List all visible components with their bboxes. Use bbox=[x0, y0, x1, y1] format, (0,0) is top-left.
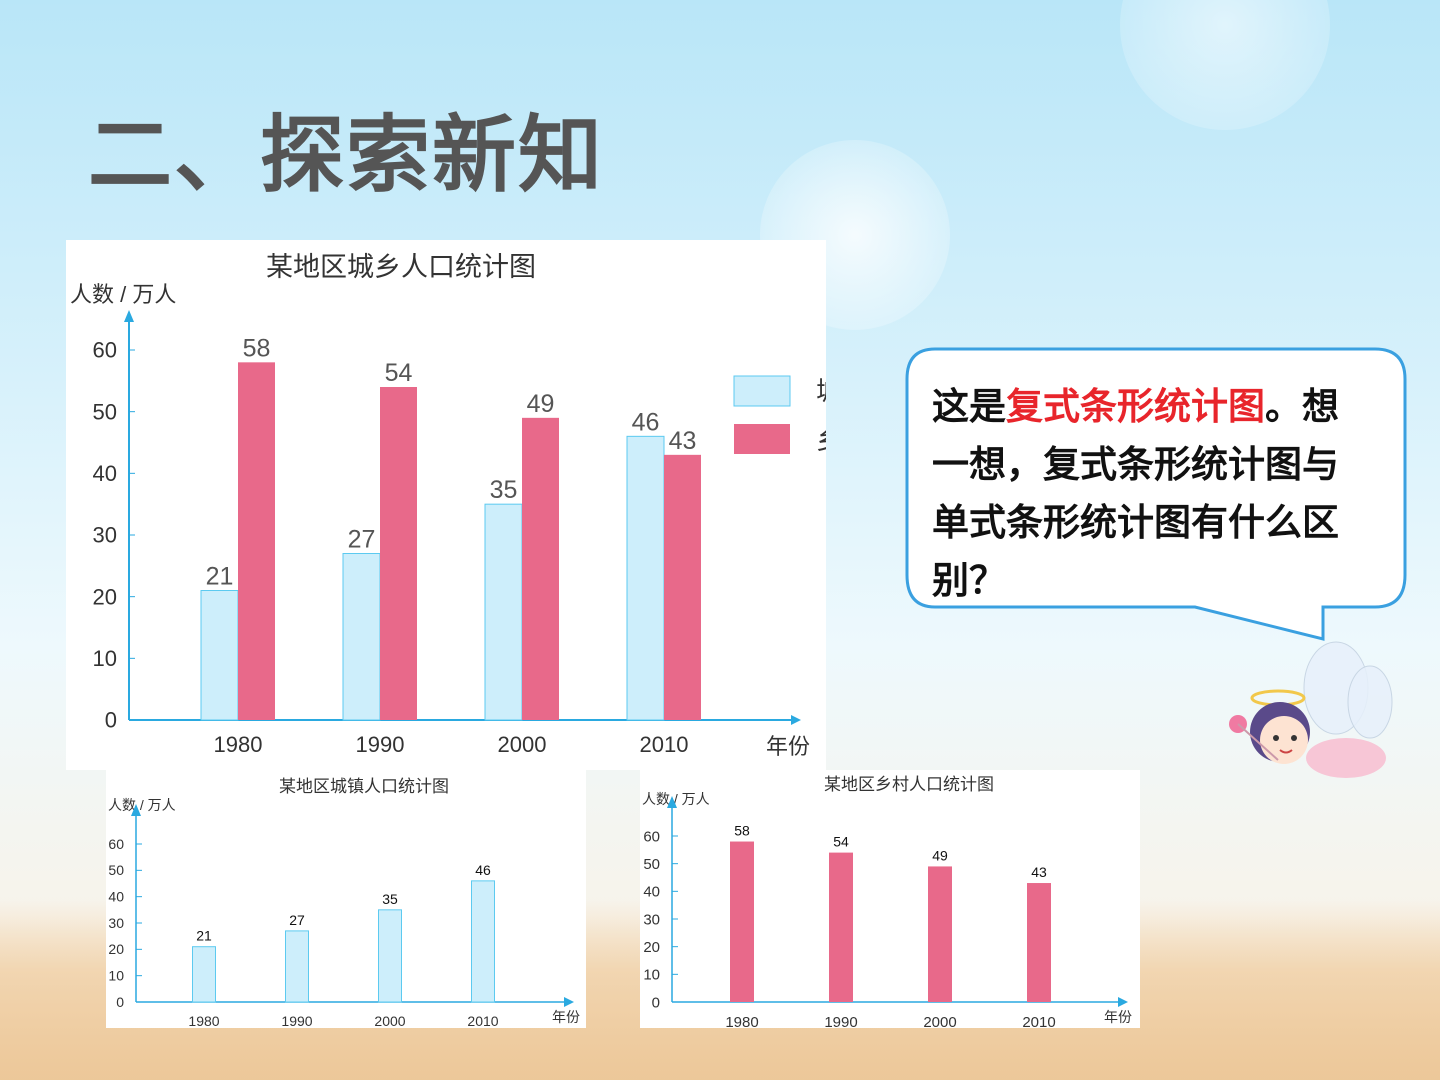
bar bbox=[626, 435, 665, 721]
bar bbox=[1027, 883, 1051, 1002]
data-label: 46 bbox=[632, 408, 660, 436]
bar bbox=[664, 454, 701, 720]
rural-chart-panel: 某地区乡村人口统计图 人数 / 万人 年份 0 10 20 30 40 50 60 1980 1… bbox=[640, 770, 1140, 1031]
y-tick-label: 20 bbox=[93, 584, 117, 609]
data-label: 49 bbox=[932, 847, 948, 863]
data-label: 27 bbox=[289, 912, 305, 928]
data-label: 21 bbox=[196, 928, 212, 944]
x-tick-label: 2000 bbox=[923, 1014, 956, 1028]
data-label: 54 bbox=[385, 359, 413, 387]
x-tick-label: 1980 bbox=[725, 1014, 758, 1028]
bar bbox=[378, 909, 402, 1003]
x-axis-arrow bbox=[1118, 997, 1128, 1007]
data-label: 58 bbox=[734, 823, 750, 839]
x-axis-label: 年份 bbox=[766, 734, 810, 759]
y-tick-label: 0 bbox=[116, 994, 124, 1010]
bar bbox=[192, 946, 216, 1003]
data-label: 21 bbox=[206, 563, 234, 591]
bar bbox=[829, 852, 853, 1002]
y-tick-label: 60 bbox=[108, 836, 124, 852]
x-tick-label: 2000 bbox=[374, 1013, 405, 1028]
background-glow bbox=[1120, 0, 1330, 130]
x-axis-label: 年份 bbox=[1104, 1009, 1132, 1025]
highlight-term: 复式条形统计图 bbox=[1006, 385, 1265, 428]
y-axis-label: 人数 / 万人 bbox=[642, 791, 710, 807]
x-axis-arrow bbox=[564, 997, 574, 1007]
x-tick-label: 1980 bbox=[214, 732, 263, 757]
bar bbox=[238, 362, 275, 720]
legend-label-urban: 城镇 bbox=[816, 376, 826, 406]
y-axis-arrow bbox=[667, 796, 677, 808]
data-label: 54 bbox=[833, 834, 849, 850]
bar bbox=[380, 387, 417, 720]
data-label: 46 bbox=[475, 862, 491, 878]
x-axis-arrow bbox=[791, 715, 801, 725]
bar bbox=[342, 553, 381, 721]
y-tick-label: 50 bbox=[643, 856, 660, 873]
y-tick-label: 0 bbox=[105, 708, 117, 733]
data-label: 49 bbox=[527, 390, 555, 418]
y-axis-arrow bbox=[124, 310, 134, 322]
chart-title: 某地区乡村人口统计图 bbox=[824, 775, 994, 794]
legend-swatch-urban bbox=[733, 375, 791, 407]
y-tick-label: 30 bbox=[93, 523, 117, 548]
x-tick-label: 1990 bbox=[824, 1014, 857, 1028]
x-tick-label: 2000 bbox=[498, 732, 547, 757]
urban-chart-panel: 某地区城镇人口统计图 人数 / 万人 年份 0 10 20 30 40 50 60 1980 1… bbox=[106, 770, 586, 1029]
y-tick-label: 60 bbox=[93, 338, 117, 363]
y-tick-label: 30 bbox=[643, 911, 660, 928]
main-chart-panel: 某地区城乡人口统计图 人数 / 万人 年份 0 10 20 30 40 50 60 1980 1… bbox=[66, 240, 868, 770]
x-tick-label: 1990 bbox=[356, 732, 405, 757]
urban-bar-chart: 某地区城镇人口统计图 人数 / 万人 年份 0 10 20 30 40 50 60 1980 1… bbox=[108, 777, 580, 1029]
rural-bar-chart: 某地区乡村人口统计图 人数 / 万人 年份 0 10 20 30 40 50 60 1980 1… bbox=[642, 775, 1132, 1031]
y-tick-label: 0 bbox=[652, 994, 660, 1011]
y-tick-label: 50 bbox=[93, 399, 117, 424]
x-tick-label: 2010 bbox=[1022, 1014, 1055, 1028]
data-label: 43 bbox=[669, 427, 697, 455]
x-tick-label: 2010 bbox=[640, 732, 689, 757]
y-tick-label: 20 bbox=[643, 939, 660, 956]
x-tick-label: 2010 bbox=[467, 1013, 498, 1028]
slide-title: 二、探索新知 bbox=[88, 106, 605, 204]
data-label: 35 bbox=[490, 476, 518, 504]
y-tick-label: 40 bbox=[643, 884, 660, 901]
bar bbox=[484, 503, 523, 721]
bar bbox=[471, 880, 495, 1003]
bar bbox=[928, 866, 952, 1002]
legend-swatch-rural bbox=[734, 424, 790, 454]
data-label: 58 bbox=[243, 334, 271, 362]
y-tick-label: 40 bbox=[93, 461, 117, 486]
compound-bar-chart: 某地区城乡人口统计图 人数 / 万人 年份 0 10 20 30 40 50 60 1980 1… bbox=[70, 252, 868, 759]
legend-label-rural: 乡村 bbox=[816, 425, 826, 455]
bar bbox=[285, 930, 309, 1003]
y-tick-label: 10 bbox=[643, 967, 660, 984]
y-tick-label: 50 bbox=[108, 862, 124, 878]
data-label: 35 bbox=[382, 891, 398, 907]
x-axis-label: 年份 bbox=[552, 1009, 580, 1025]
chart-title: 某地区城乡人口统计图 bbox=[266, 252, 536, 282]
fairy-illustration bbox=[1229, 641, 1393, 778]
x-tick-label: 1990 bbox=[281, 1013, 312, 1028]
y-tick-label: 30 bbox=[108, 915, 124, 931]
y-axis-label: 人数 / 万人 bbox=[108, 797, 176, 813]
y-tick-label: 60 bbox=[643, 828, 660, 845]
chart-title: 某地区城镇人口统计图 bbox=[279, 777, 449, 796]
bar bbox=[200, 590, 239, 721]
data-label: 27 bbox=[348, 526, 376, 554]
y-tick-label: 10 bbox=[108, 968, 124, 984]
y-tick-label: 20 bbox=[108, 941, 124, 957]
y-tick-label: 10 bbox=[93, 646, 117, 671]
data-label: 43 bbox=[1031, 864, 1047, 880]
x-tick-label: 1980 bbox=[188, 1013, 219, 1028]
y-tick-label: 40 bbox=[108, 889, 124, 905]
bar bbox=[730, 841, 754, 1002]
bubble-text: 这是复式条形统计图。想一想，复式条形统计图与单式条形统计图有什么区别？ bbox=[932, 385, 1339, 602]
y-axis-arrow bbox=[131, 804, 141, 816]
bar bbox=[522, 417, 559, 720]
y-axis-label: 人数 / 万人 bbox=[70, 282, 176, 307]
speech-bubble bbox=[905, 347, 1407, 641]
